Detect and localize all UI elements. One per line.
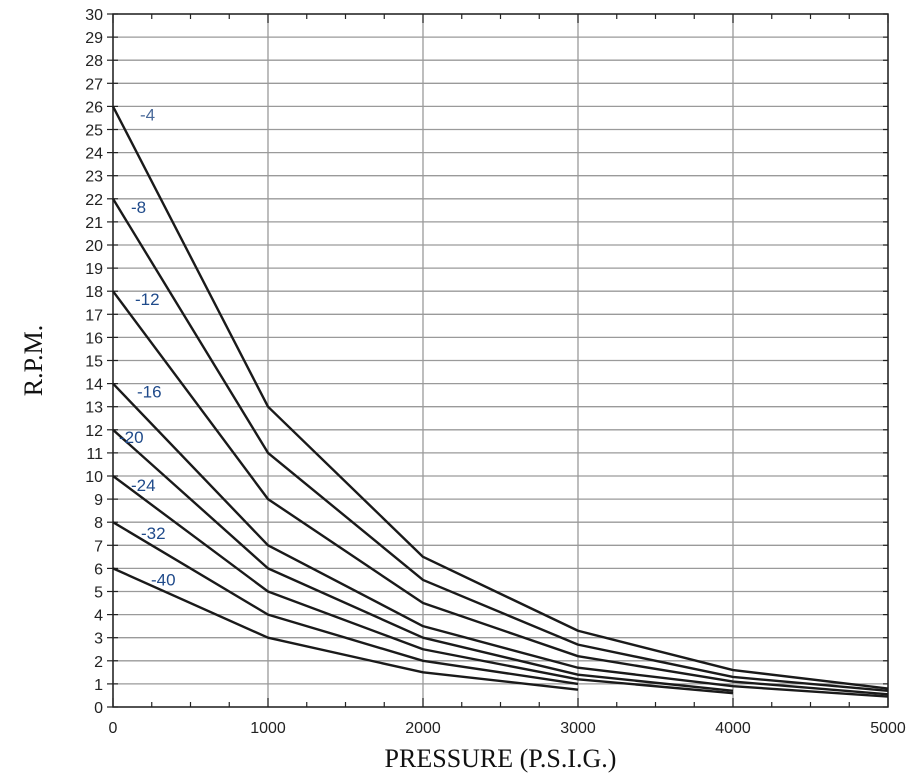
series-layer [111, 105, 889, 698]
y-tick-label: 10 [85, 469, 103, 486]
y-tick-label: 15 [85, 354, 103, 371]
series-line [112, 475, 734, 695]
x-tick-label: 0 [109, 720, 118, 737]
x-axis-title: PRESSURE (P.S.I.G.) [385, 744, 617, 773]
series-label: -20 [119, 428, 144, 447]
y-tick-label: 26 [85, 99, 103, 116]
y-tick-label: 1 [94, 677, 103, 694]
y-tick-label: 3 [94, 631, 103, 648]
y-tick-label: 22 [85, 192, 103, 209]
y-tick-label: 8 [94, 515, 103, 532]
y-tick-label: 14 [85, 377, 103, 394]
series-label: -32 [141, 524, 166, 543]
series-label: -24 [131, 476, 156, 495]
series-label: -4 [140, 105, 155, 124]
plot-frame [112, 13, 889, 708]
series-line [112, 428, 734, 693]
y-tick-label: 25 [85, 123, 103, 140]
y-tick-label: 6 [94, 561, 103, 578]
y-tick-label: 17 [85, 307, 103, 324]
y-tick-label: 30 [85, 7, 103, 24]
y-tick-label: 19 [85, 261, 103, 278]
x-tick-label: 2000 [405, 720, 441, 737]
y-tick-label: 0 [94, 700, 103, 717]
y-tick-label: 28 [85, 53, 103, 70]
y-tick-label: 5 [94, 585, 103, 602]
series-label: -12 [135, 290, 160, 309]
x-tick-label: 3000 [560, 720, 596, 737]
y-tick-label: 4 [94, 608, 103, 625]
y-tick-label: 21 [85, 215, 103, 232]
y-tick-label: 13 [85, 400, 103, 417]
y-tick-label: 27 [85, 76, 103, 93]
series-line [112, 521, 579, 686]
y-tick-label: 12 [85, 423, 103, 440]
y-tick-label: 2 [94, 654, 103, 671]
label-layer: -4 -8 -12 -16 -20 -24 -32 -40 [119, 105, 176, 589]
y-axis-title: R.P.M. [19, 325, 48, 397]
x-tick-label: 1000 [250, 720, 286, 737]
series-label: -8 [131, 198, 146, 217]
x-tick-label: 4000 [715, 720, 751, 737]
series-line [111, 198, 889, 693]
y-tick-label: 11 [86, 446, 103, 463]
y-tick-label: 23 [85, 169, 103, 186]
y-tick-label: 18 [85, 284, 103, 301]
x-tick-label: 5000 [870, 720, 906, 737]
y-tick-label: 20 [85, 238, 103, 255]
y-tick-label: 24 [85, 146, 103, 163]
tick-layer: 0123456789101112131415161718192021222324… [85, 7, 906, 737]
series-label: -16 [137, 383, 162, 402]
y-tick-label: 16 [85, 330, 103, 347]
series-line [112, 567, 579, 691]
y-tick-label: 29 [85, 30, 103, 47]
series-line [112, 382, 889, 698]
series-line [111, 105, 889, 690]
grid-layer [112, 13, 889, 708]
series-label: -40 [151, 570, 176, 589]
y-tick-label: 7 [94, 538, 103, 555]
y-tick-label: 9 [94, 492, 103, 509]
series-line [112, 290, 889, 696]
